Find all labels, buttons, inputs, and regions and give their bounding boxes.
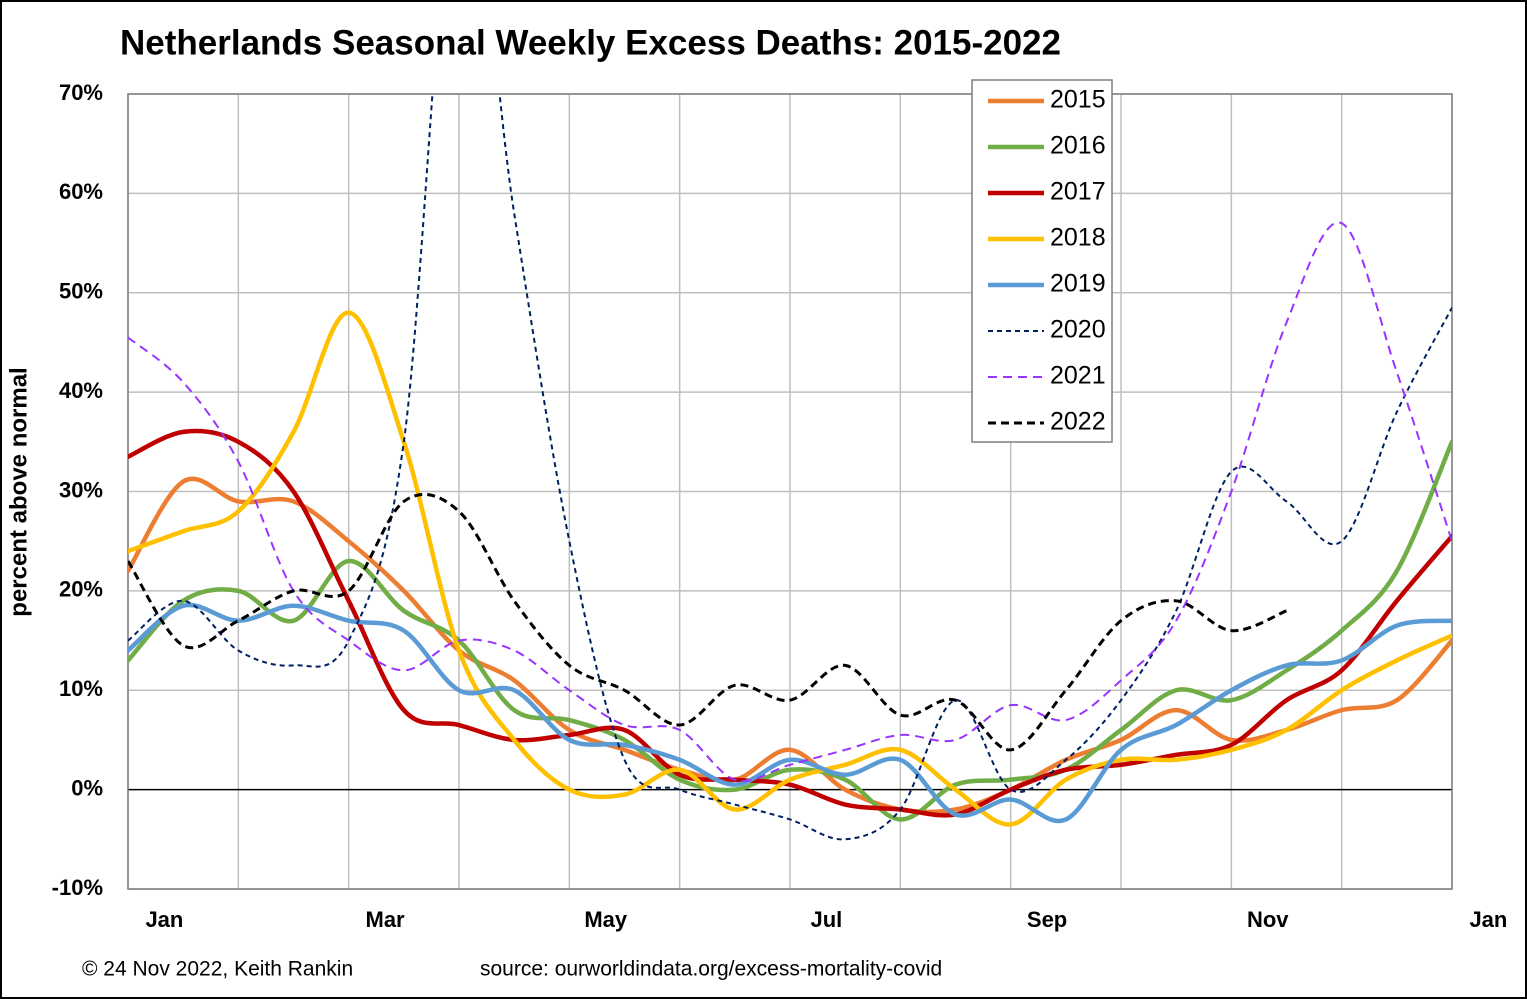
legend-label: 2018 [1050, 224, 1106, 252]
y-tick-label: 30% [59, 477, 103, 502]
footer-source: source: ourworldindata.org/excess-mortal… [480, 958, 942, 981]
footer-credit: © 24 Nov 2022, Keith Rankin [82, 958, 353, 981]
legend-label: 2015 [1050, 86, 1106, 114]
x-tick-label: Mar [366, 907, 406, 932]
series-line [128, 310, 1452, 827]
y-tick-label: 50% [59, 279, 103, 304]
legend-label: 2016 [1050, 132, 1106, 160]
series-line [128, 602, 1452, 824]
legend-label: 2020 [1050, 316, 1106, 344]
x-tick-label: May [584, 907, 628, 932]
y-tick-label: 0% [71, 775, 103, 800]
plot-frame [127, 93, 1453, 890]
chart-title: Netherlands Seasonal Weekly Excess Death… [120, 23, 1061, 62]
y-tick-label: 10% [59, 676, 103, 701]
series-line [128, 221, 1452, 782]
series-line [128, 94, 1452, 841]
x-tick-label: Jan [145, 907, 183, 932]
series-line [128, 439, 1452, 822]
y-axis-label: percent above normal [5, 367, 32, 616]
series-line [128, 492, 1288, 752]
legend-box [971, 79, 1113, 443]
legend-label: 2022 [1050, 408, 1106, 436]
legend: 2015 2016 2017 2018 2019 2020 2021 2022 [971, 79, 1113, 443]
plot-lines [128, 94, 1452, 841]
y-tick-label: 70% [59, 80, 103, 105]
legend-label: 2017 [1050, 178, 1106, 206]
x-tick-label: Jul [811, 907, 843, 932]
legend-label: 2019 [1050, 270, 1106, 298]
x-tick-label: Jan [1469, 907, 1507, 932]
x-tick-label: Nov [1247, 907, 1289, 932]
y-tick-label: 40% [59, 378, 103, 403]
series-line [128, 476, 1452, 815]
x-tick-label: Sep [1027, 907, 1067, 932]
y-tick-label: -10% [52, 875, 103, 900]
y-tick-label: 20% [59, 577, 103, 602]
legend-label: 2021 [1050, 362, 1106, 390]
y-tick-label: 60% [59, 179, 103, 204]
